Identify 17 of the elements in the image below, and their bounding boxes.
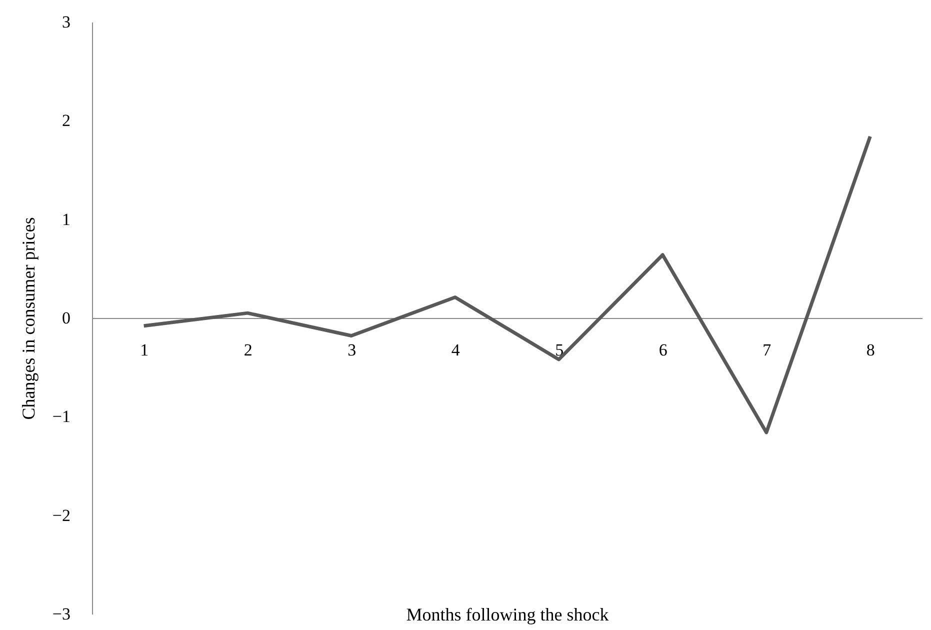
x-axis-title: Months following the shock [406, 604, 609, 624]
x-tick-label: 5 [555, 340, 564, 360]
x-tick-label: 4 [451, 340, 460, 360]
y-tick-label: −3 [52, 604, 70, 624]
x-tick-label: 7 [762, 340, 772, 360]
y-axis-title: Changes in consumer prices [18, 217, 38, 420]
x-tick-label: 6 [658, 340, 668, 360]
x-tick-label: 1 [140, 340, 149, 360]
y-tick-label: 2 [62, 111, 70, 130]
x-tick-label: 3 [348, 340, 356, 360]
y-tick-label: 3 [62, 12, 70, 32]
x-tick-label: 8 [866, 340, 875, 360]
y-tick-label: 0 [62, 308, 70, 328]
y-tick-label: −1 [52, 407, 70, 426]
x-tick-label: 2 [244, 340, 252, 360]
y-tick-label: 1 [62, 210, 70, 229]
y-tick-label: −2 [52, 506, 70, 525]
